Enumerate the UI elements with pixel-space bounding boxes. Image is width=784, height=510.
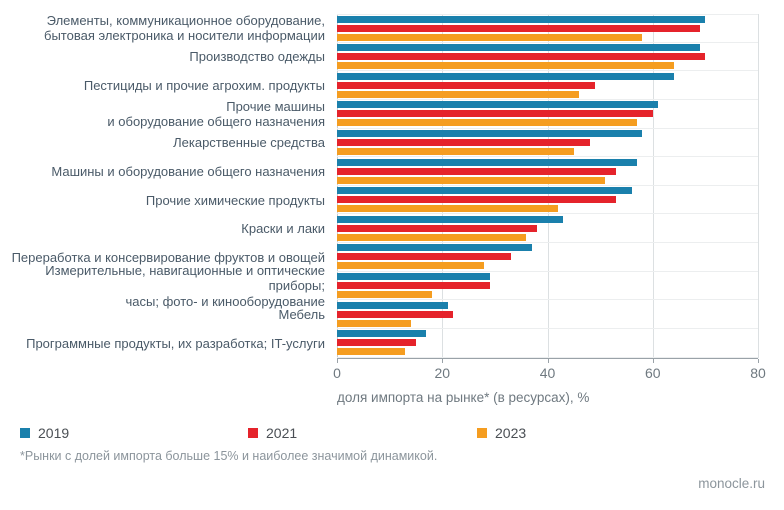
bar-group (337, 14, 758, 43)
x-tick-label: 0 (333, 364, 341, 381)
bar-2019 (337, 215, 564, 223)
bar-2019 (337, 43, 701, 51)
bar-2023 (337, 262, 485, 270)
bar-2021 (337, 24, 701, 32)
bar-group (337, 129, 758, 158)
source-credit: monocle.ru (698, 476, 765, 491)
category-row: Программные продукты, их разработка; IT-… (0, 329, 784, 358)
legend-label: 2023 (495, 425, 527, 441)
category-row: Лекарственные средства (0, 129, 784, 158)
category-row: Пестициды и прочие агрохим. продукты (0, 71, 784, 100)
legend-label: 2019 (38, 425, 70, 441)
bar-2019 (337, 158, 637, 166)
bar-2021 (337, 196, 616, 204)
bar-2021 (337, 224, 537, 232)
bar-group (337, 186, 758, 215)
bar-2019 (337, 273, 490, 281)
category-label: Прочие машины и оборудование общего назн… (107, 98, 325, 130)
bar-2019 (337, 301, 448, 309)
x-tick-label: 80 (750, 364, 766, 381)
bar-2023 (337, 33, 643, 41)
bar-2023 (337, 147, 574, 155)
bar-group (337, 329, 758, 358)
x-tick (547, 358, 549, 363)
bar-2023 (337, 291, 432, 299)
legend-item-2021: 2021 (248, 425, 297, 441)
legend-item-2019: 2019 (20, 425, 69, 441)
bar-2021 (337, 310, 453, 318)
plot-area: Элементы, коммуникационное оборудование,… (0, 13, 784, 358)
legend-swatch-icon (248, 428, 258, 438)
category-label: Краски и лаки (241, 221, 325, 237)
legend-swatch-icon (20, 428, 30, 438)
bar-group (337, 71, 758, 100)
category-label: Элементы, коммуникационное оборудование,… (44, 13, 325, 44)
bar-2023 (337, 61, 674, 69)
x-axis: 0 20 40 60 80 (333, 357, 766, 382)
category-row: Прочие химические продукты (0, 186, 784, 215)
x-tick-label: 20 (434, 364, 451, 381)
bar-2019 (337, 187, 632, 195)
bar-2021 (337, 81, 595, 89)
bar-2019 (337, 330, 427, 338)
bar-2019 (337, 129, 643, 137)
chart-rows: Элементы, коммуникационное оборудование,… (0, 13, 784, 358)
bar-group (337, 43, 758, 72)
category-label: Программные продукты, их разработка; IT-… (26, 335, 325, 351)
x-tick-label: 60 (644, 364, 661, 381)
category-label: Переработка и консервирование фруктов и … (11, 249, 325, 265)
category-row: Переработка и консервирование фруктов и … (0, 243, 784, 272)
bar-2019 (337, 101, 658, 109)
legend-swatch-icon (477, 428, 487, 438)
category-row: Измерительные, навигационные и оптически… (0, 263, 784, 309)
bar-2021 (337, 110, 653, 118)
category-row: Краски и лаки (0, 214, 784, 244)
category-label: Производство одежды (189, 49, 325, 65)
bar-2021 (337, 339, 416, 347)
category-label: Лекарственные средства (173, 135, 325, 151)
bar-2019 (337, 244, 532, 252)
x-axis-label: доля импорта на рынке* (в ресурсах), % (337, 389, 590, 405)
category-row: Производство одежды (0, 43, 784, 72)
bar-2023 (337, 119, 637, 127)
bar-2021 (337, 138, 590, 146)
category-label: Прочие химические продукты (145, 192, 325, 208)
bar-group (337, 243, 758, 272)
category-row: Элементы, коммуникационное оборудование,… (0, 13, 784, 44)
bar-group (337, 300, 758, 330)
category-label: Измерительные, навигационные и оптически… (45, 263, 325, 309)
category-row: Машины и оборудование общего назначения (0, 157, 784, 186)
category-row: Прочие машины и оборудование общего назн… (0, 98, 784, 130)
category-label: Машины и оборудование общего назначения (51, 163, 325, 179)
x-tick (758, 358, 759, 363)
import-share-chart: Элементы, коммуникационное оборудование,… (0, 13, 784, 405)
category-label: Пестициды и прочие агрохим. продукты (83, 77, 325, 93)
category-row: Мебель (0, 300, 784, 330)
bar-2023 (337, 176, 606, 184)
footnote: *Рынки с долей импорта больше 15% и наиб… (20, 449, 438, 463)
legend-label: 2021 (266, 425, 298, 441)
bar-2023 (337, 90, 580, 98)
bar-2021 (337, 167, 616, 175)
legend: 2019 2021 2023 (0, 425, 784, 441)
x-tick (337, 358, 338, 363)
category-label: Мебель (278, 307, 325, 323)
bar-group (337, 100, 758, 129)
x-tick (442, 358, 444, 363)
x-tick-label: 40 (539, 364, 556, 381)
bar-2023 (337, 348, 406, 356)
bar-group (337, 157, 758, 186)
bar-group (337, 272, 758, 301)
bar-2021 (337, 282, 490, 290)
bar-2019 (337, 72, 674, 80)
bar-2023 (337, 319, 411, 327)
bar-2019 (337, 15, 706, 23)
legend-item-2023: 2023 (477, 425, 526, 441)
bar-2023 (337, 205, 559, 213)
x-tick (652, 358, 654, 363)
bar-group (337, 214, 758, 244)
bar-2021 (337, 52, 706, 60)
bar-2021 (337, 253, 511, 261)
bar-2023 (337, 233, 527, 241)
